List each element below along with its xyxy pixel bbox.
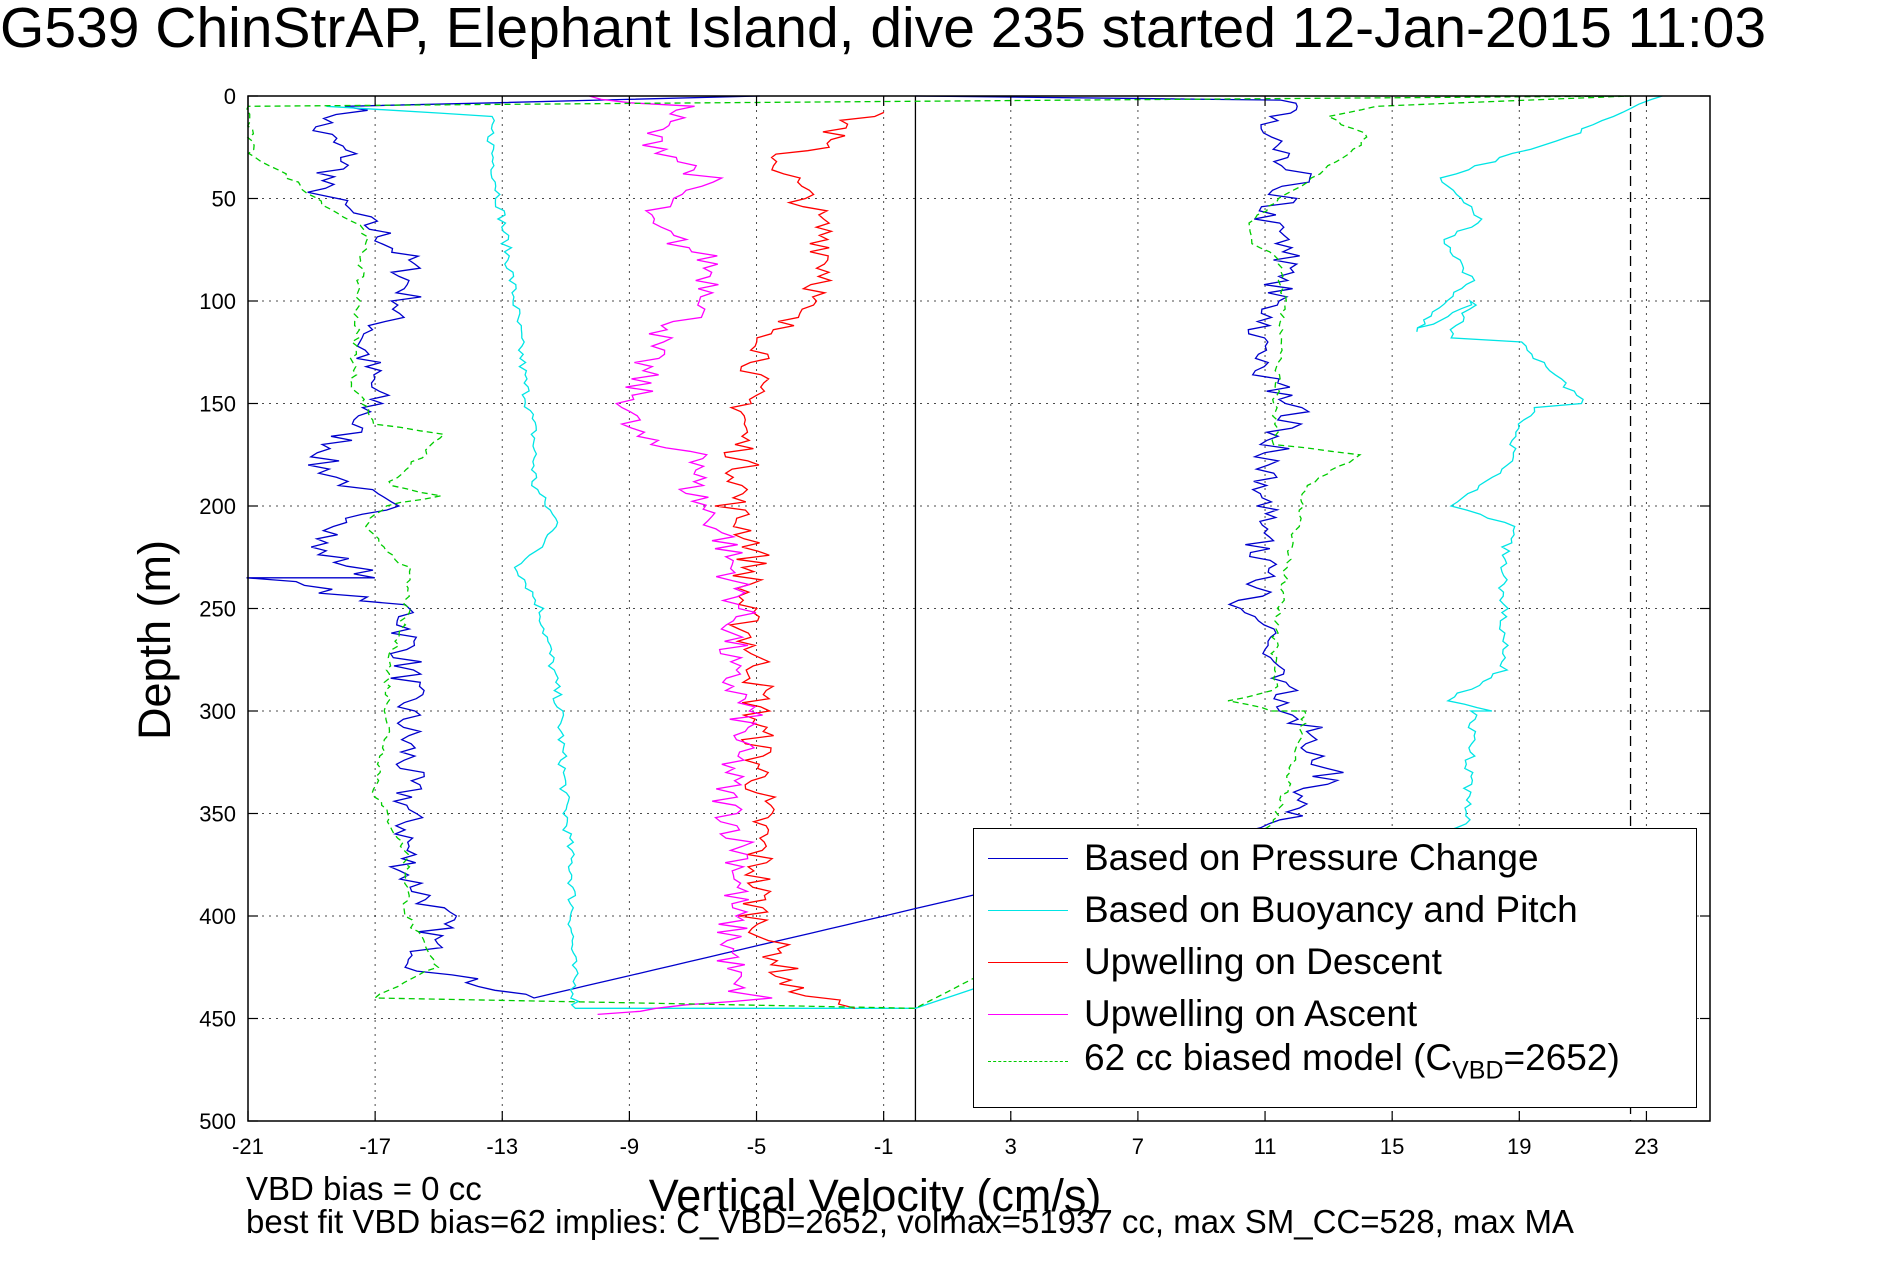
legend-label-pressure: Based on Pressure Change	[1084, 837, 1539, 878]
x-tick-label: -17	[359, 1134, 391, 1159]
y-tick-label: 450	[199, 1007, 236, 1032]
x-tick-label: -9	[620, 1134, 640, 1159]
y-tick-label: 150	[199, 392, 236, 417]
x-tick-label: -1	[874, 1134, 894, 1159]
legend-entry-model: 62 cc biased model (CVBD=2652)	[988, 1037, 1620, 1085]
legend-label-model: 62 cc biased model (CVBD=2652)	[1084, 1037, 1620, 1085]
biased-model-series	[245, 95, 1631, 1009]
y-axis-label: Depth (m)	[129, 539, 180, 741]
ascent-upwelling-series	[589, 95, 773, 1016]
y-tick-label: 250	[199, 597, 236, 622]
legend-label-descent: Upwelling on Descent	[1084, 941, 1442, 982]
x-tick-label: -5	[747, 1134, 767, 1159]
x-tick-label: 15	[1380, 1134, 1404, 1159]
y-tick-label: 0	[224, 84, 236, 109]
pressure-change-series	[246, 95, 1344, 999]
y-tick-label: 100	[199, 289, 236, 314]
x-tick-label: -21	[232, 1134, 264, 1159]
vbd-bias-note: VBD bias = 0 cc	[246, 1170, 482, 1207]
y-tick-label: 200	[199, 494, 236, 519]
y-tick-label: 500	[199, 1109, 236, 1134]
y-tick-label: 350	[199, 802, 236, 827]
legend-entry-ascent: Upwelling on Ascent	[988, 993, 1417, 1035]
x-tick-label: 3	[1005, 1134, 1017, 1159]
legend-model-subscript: VBD	[1452, 1056, 1504, 1085]
legend-model-suffix: =2652)	[1503, 1037, 1620, 1078]
descent-upwelling-series	[714, 111, 885, 1009]
y-tick-label: 300	[199, 699, 236, 724]
legend-entry-buoyancy: Based on Buoyancy and Pitch	[988, 889, 1578, 931]
x-tick-label: 23	[1634, 1134, 1658, 1159]
legend-swatch-pressure	[988, 857, 1068, 859]
y-tick-label: 50	[212, 187, 236, 212]
x-axis-label: Vertical Velocity (cm/s)	[648, 1170, 1102, 1221]
chart-title: G539 ChinStrAP, Elephant Island, dive 23…	[0, 0, 1767, 60]
x-tick-label: 11	[1254, 1134, 1277, 1159]
best-fit-note: best fit VBD bias=62 implies: C_VBD=2652…	[246, 1203, 1574, 1240]
legend-label-ascent: Upwelling on Ascent	[1084, 993, 1418, 1034]
chart-legend: Based on Pressure Change Based on Buoyan…	[973, 828, 1697, 1108]
x-tick-label: 19	[1507, 1134, 1531, 1159]
x-tick-label: 7	[1132, 1134, 1144, 1159]
legend-swatch-buoyancy	[988, 909, 1068, 911]
legend-label-buoyancy: Based on Buoyancy and Pitch	[1084, 889, 1578, 930]
axis-ticks: -21 -17 -13 -9 -5 -1 3 7 11 15 19 23050100150200250…	[199, 84, 1710, 1159]
legend-swatch-model	[988, 1060, 1068, 1062]
legend-swatch-descent	[988, 961, 1068, 963]
legend-swatch-ascent	[988, 1013, 1068, 1015]
x-tick-label: -13	[486, 1134, 518, 1159]
legend-entry-descent: Upwelling on Descent	[988, 941, 1442, 983]
y-tick-label: 400	[199, 904, 236, 929]
legend-entry-pressure: Based on Pressure Change	[988, 837, 1539, 879]
legend-model-prefix: 62 cc biased model (C	[1084, 1037, 1453, 1078]
